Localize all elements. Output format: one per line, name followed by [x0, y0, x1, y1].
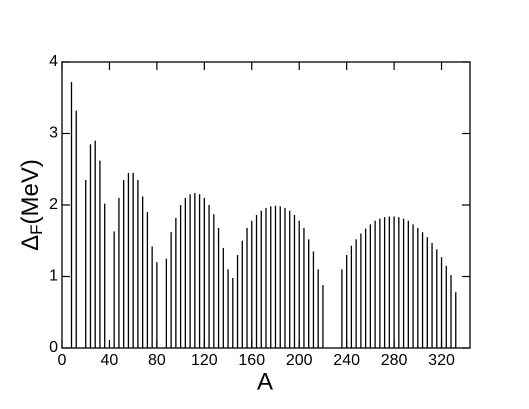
- x-tick-label: 40: [101, 352, 119, 369]
- x-axis-label: A: [257, 368, 273, 395]
- x-tick-label: 320: [428, 352, 455, 369]
- x-tick-label: 200: [286, 352, 313, 369]
- x-tick-label: 0: [58, 352, 67, 369]
- y-tick-label: 1: [49, 268, 58, 285]
- y-label-symbol: Δ: [17, 235, 44, 251]
- x-tick-label: 120: [191, 352, 218, 369]
- y-label-unit: (MeV): [17, 159, 44, 224]
- y-tick-label: 2: [49, 196, 58, 213]
- x-tick-label: 80: [148, 352, 166, 369]
- y-tick-label: 4: [49, 53, 58, 70]
- x-tick-label: 280: [381, 352, 408, 369]
- y-tick-label: 3: [49, 125, 58, 142]
- x-tick-label: 160: [238, 352, 265, 369]
- x-tick-label: 240: [333, 352, 360, 369]
- y-axis-label: ΔF(MeV): [17, 159, 46, 251]
- y-tick-label: 0: [49, 339, 58, 356]
- y-label-subscript: F: [27, 224, 46, 234]
